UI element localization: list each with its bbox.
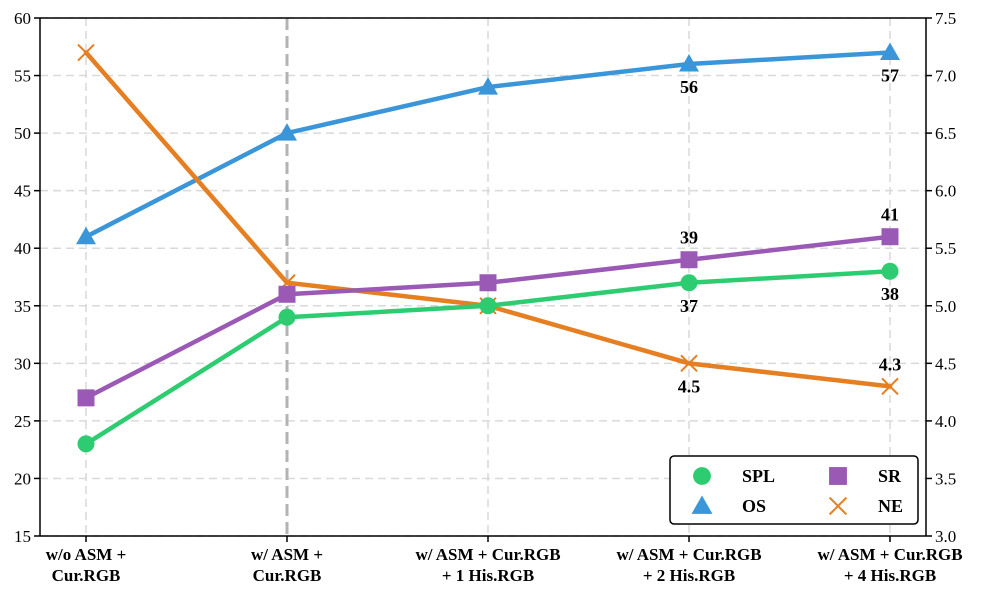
right-tick-label: 7.5: [935, 9, 956, 28]
point-ne-3-stroke-b: [680, 354, 698, 373]
point-os-2: [478, 77, 498, 95]
right-tick-label: 3.5: [935, 469, 956, 488]
right-tick-label: 4.0: [935, 412, 956, 431]
point-spl-1: [278, 308, 296, 326]
x-tick-label-line: Cur.RGB: [253, 566, 322, 585]
x-tick-label-0: w/o ASM + Cur.RGB: [46, 545, 127, 585]
legend-label-ne: NE: [878, 496, 903, 516]
point-os-1: [277, 123, 297, 141]
legend-marker-spl: [693, 467, 711, 485]
point-sr-3: [680, 251, 698, 269]
x-tick-label-line: Cur.RGB: [52, 566, 121, 585]
point-ne-0: [77, 43, 95, 62]
x-tick-label-line: w/o ASM +: [46, 545, 127, 564]
point-sr-1: [278, 285, 296, 303]
left-tick-label: 55: [14, 67, 31, 86]
point-ne-4-stroke-b: [881, 377, 899, 396]
x-tick-label-line: w/ ASM + Cur.RGB: [817, 545, 962, 564]
left-tick-label: 60: [14, 9, 31, 28]
left-tick-label: 15: [14, 527, 31, 546]
legend-label-spl: SPL: [742, 466, 775, 486]
x-tick-label-4: w/ ASM + Cur.RGB + 4 His.RGB: [817, 545, 962, 585]
right-tick-label: 6.0: [935, 182, 956, 201]
x-tick-label-line: w/ ASM +: [251, 545, 323, 564]
legend-label-sr: SR: [878, 466, 902, 486]
left-tick-label: 45: [14, 182, 31, 201]
data-label-os-4: 57: [881, 66, 899, 86]
right-tick-label: 7.0: [935, 67, 956, 86]
point-spl-3: [680, 274, 698, 292]
point-spl-0: [77, 435, 95, 453]
right-tick-label: 3.0: [935, 527, 956, 546]
left-tick-label: 20: [14, 469, 31, 488]
point-os-4: [880, 42, 900, 61]
legend-marker-ne-stroke-b: [828, 496, 848, 516]
left-tick-label: 40: [14, 239, 31, 258]
x-tick-label-line: + 1 His.RGB: [442, 566, 534, 585]
x-tick-label-line: w/ ASM + Cur.RGB: [616, 545, 761, 564]
point-os-3: [679, 54, 699, 72]
data-label-ne-4: 4.3: [879, 354, 902, 374]
left-tick-label: 25: [14, 412, 31, 431]
legend: SPL SR OS NE: [669, 455, 919, 525]
point-sr-0: [77, 389, 95, 407]
data-label-spl-3: 37: [680, 296, 698, 316]
legend-marker-sr: [829, 467, 847, 485]
x-tick-label-2: w/ ASM + Cur.RGB + 1 His.RGB: [415, 545, 560, 585]
point-sr-2: [479, 274, 497, 292]
data-labels: 56 57 4.5 4.3 39 41 37 38: [678, 66, 902, 397]
axes: 15 20 25 30 35 40 45 50 55 60 3.0 3.5 4.0 4.5 5.0 5.5 6.…: [14, 9, 963, 585]
point-ne-3: [680, 354, 698, 373]
right-tick-label: 4.5: [935, 354, 956, 373]
left-tick-label: 50: [14, 124, 31, 143]
right-tick-label: 5.5: [935, 239, 956, 258]
data-label-os-3: 56: [680, 77, 698, 97]
legend-marker-os: [691, 495, 713, 514]
point-spl-2: [479, 297, 497, 315]
left-tick-label: 30: [14, 354, 31, 373]
data-label-spl-4: 38: [881, 284, 899, 304]
right-tick-label: 5.0: [935, 297, 956, 316]
right-tick-label: 6.5: [935, 124, 956, 143]
x-tick-label-line: + 4 His.RGB: [844, 566, 936, 585]
data-label-ne-3: 4.5: [678, 376, 701, 396]
point-ne-4: [881, 377, 899, 396]
x-tick-label-1: w/ ASM + Cur.RGB: [251, 545, 323, 585]
point-spl-4: [881, 262, 899, 280]
legend-marker-ne: [828, 496, 848, 516]
x-tick-label-line: + 2 His.RGB: [643, 566, 735, 585]
point-os-0: [76, 226, 96, 245]
legend-box: [669, 455, 919, 525]
data-label-sr-4: 41: [881, 205, 899, 225]
series-markers: [76, 42, 900, 453]
left-tick-label: 35: [14, 297, 31, 316]
legend-label-os: OS: [742, 496, 766, 516]
x-tick-label-line: w/ ASM + Cur.RGB: [415, 545, 560, 564]
data-label-sr-3: 39: [680, 228, 698, 248]
point-ne-0-stroke-b: [77, 43, 95, 62]
point-sr-4: [881, 228, 899, 246]
x-tick-label-3: w/ ASM + Cur.RGB + 2 His.RGB: [616, 545, 761, 585]
